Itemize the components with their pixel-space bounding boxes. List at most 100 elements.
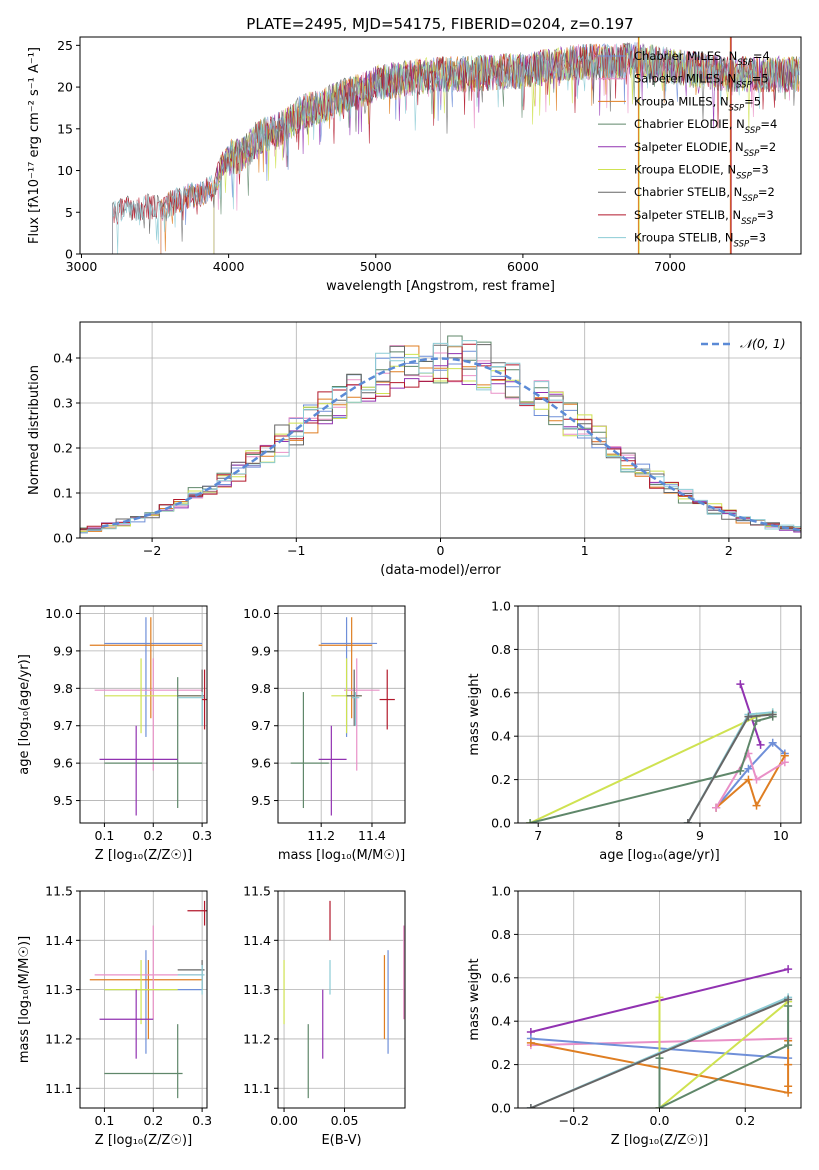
- legend-label: Kroupa STELIB, NSSP=3: [634, 231, 766, 250]
- y-tick-label: 5: [65, 205, 73, 220]
- legend-label: Salpeter MILES, NSSP=5: [634, 72, 769, 91]
- x-tick-label: 0.3: [192, 1113, 212, 1128]
- y-tick-label: 0.6: [491, 970, 511, 985]
- x-axis-label: age [log₁₀(age/yr)]: [599, 848, 720, 863]
- axes-border: [79, 890, 208, 1109]
- y-tick-label: 11.1: [45, 1081, 73, 1096]
- spectrum-line: [160, 42, 800, 254]
- y-tick-label: 15: [57, 121, 73, 136]
- grid-lines: [278, 890, 405, 1108]
- x-axis-label: wavelength [Angstrom, rest frame]: [326, 279, 555, 294]
- axes-frame: −2 −1 0 1 2 0.0 0.1 0.2 0.3 0.4 (data-model)/error…: [27, 321, 802, 578]
- y-axis-label: mass weight: [467, 673, 482, 755]
- normal-curve: [101, 357, 801, 532]
- mass-vs-metallicity-panel: 0.1 0.2 0.3 11.1 11.2 11.3 11.4 11.5 Z [log₁₀(Z/…: [17, 884, 212, 1149]
- x-axis-label: Z [log₁₀(Z/Z☉)]: [611, 1133, 708, 1148]
- y-tick-label: 0.6: [491, 685, 511, 700]
- y-tick-label: 0.0: [53, 531, 73, 546]
- y-tick-label: 11.1: [243, 1081, 271, 1096]
- legend: Chabrier MILES, NSSP=4 Salpeter MILES, NS…: [598, 49, 777, 250]
- y-tick-label: 9.8: [53, 681, 73, 696]
- y-tick-label: 9.7: [251, 718, 271, 733]
- grid-lines: [278, 606, 405, 823]
- weight-marker: [784, 995, 793, 1004]
- weight-line: [529, 715, 773, 823]
- weight-marker: [736, 680, 745, 689]
- weight-marker: [768, 710, 777, 719]
- mass-vs-ebv-panel: 0.00 0.05 11.1 11.2 11.3 11.4 11.5 E(B-V): [243, 884, 406, 1148]
- weight-marker: [526, 819, 535, 823]
- y-tick-label: 9.9: [251, 643, 271, 658]
- x-tick-label: 10: [773, 828, 789, 843]
- y-tick-label: 11.5: [243, 884, 271, 899]
- x-tick-label: 0.05: [331, 1113, 359, 1128]
- legend-label: Salpeter ELODIE, NSSP=2: [634, 140, 776, 159]
- weight-marker: [744, 712, 753, 721]
- weight-marker: [752, 801, 761, 810]
- y-tick-label: 0.0: [491, 1101, 511, 1116]
- y-tick-label: 11.3: [45, 982, 73, 997]
- x-tick-label: 1: [581, 543, 589, 558]
- weight-marker: [683, 819, 692, 823]
- y-tick-label: 11.2: [243, 1031, 271, 1046]
- y-tick-label: 11.3: [243, 982, 271, 997]
- x-tick-label: 5000: [360, 259, 392, 274]
- plot-area: [526, 965, 793, 1108]
- axes-border: [277, 890, 406, 1109]
- x-tick-label: 0.3: [192, 828, 212, 843]
- weight-marker: [526, 1104, 535, 1108]
- histogram-step: [80, 345, 801, 532]
- weight-vs-age-panel: 7 8 9 10 0.0 0.2 0.4 0.6 0.8 1.0 age [log₁₀(age/yr…: [467, 599, 802, 863]
- y-tick-label: 0.4: [491, 1014, 511, 1029]
- weight-marker: [655, 1104, 664, 1108]
- legend: 𝒩(0, 1): [701, 336, 786, 351]
- y-tick-label: 11.4: [243, 933, 271, 948]
- x-tick-label: −2: [143, 543, 161, 558]
- axes-frame: 0.1 0.2 0.3 11.1 11.2 11.3 11.4 11.5 Z [log₁₀(Z/…: [17, 884, 212, 1149]
- x-tick-label: 4000: [213, 259, 245, 274]
- y-tick-label: 20: [57, 80, 73, 95]
- x-tick-label: 6000: [507, 259, 539, 274]
- age-vs-metallicity-panel: 0.1 0.2 0.3 9.5 9.6 9.7 9.8 9.9 10.0 Z [log₁₀(Z/Z…: [17, 605, 212, 863]
- legend-label: Chabrier ELODIE, NSSP=4: [634, 117, 777, 136]
- legend-label: Chabrier MILES, NSSP=4: [634, 49, 770, 68]
- y-tick-label: 10.0: [243, 606, 271, 621]
- weight-marker: [655, 1054, 664, 1063]
- y-tick-label: 9.8: [251, 681, 271, 696]
- y-tick-label: 9.6: [53, 756, 73, 771]
- residual-histogram-panel: −2 −1 0 1 2 0.0 0.1 0.2 0.3 0.4 (data-model)/error…: [27, 321, 802, 578]
- y-tick-label: 9.5: [53, 793, 73, 808]
- weight-marker: [784, 1041, 793, 1050]
- x-tick-label: 8: [615, 828, 623, 843]
- x-tick-label: 0.1: [94, 1113, 114, 1128]
- legend-label: 𝒩(0, 1): [740, 336, 786, 351]
- legend-label: Chabrier STELIB, NSSP=2: [634, 185, 775, 204]
- weight-line: [658, 1006, 790, 1108]
- x-axis-label: mass [log₁₀(M/M☉)]: [278, 848, 405, 863]
- y-tick-label: 1.0: [491, 599, 511, 614]
- weight-marker: [780, 758, 789, 767]
- y-tick-label: 9.9: [53, 643, 73, 658]
- y-tick-label: 0.4: [53, 351, 73, 366]
- legend-label: Kroupa MILES, NSSP=5: [634, 94, 761, 113]
- axes-frame: 11.2 11.4 9.5 9.6 9.7 9.8 9.9 10.0 mass [log₁₀(M…: [243, 605, 406, 863]
- plot-area: [526, 680, 789, 823]
- x-axis-label: Z [log₁₀(Z/Z☉)]: [95, 848, 192, 863]
- weight-marker: [784, 1082, 793, 1091]
- y-tick-label: 0.4: [491, 729, 511, 744]
- weight-marker: [744, 764, 753, 773]
- x-axis-label: E(B-V): [321, 1133, 361, 1148]
- plot-area: [80, 335, 801, 534]
- weight-marker: [784, 965, 793, 974]
- y-tick-label: 0.3: [53, 396, 73, 411]
- x-tick-label: 0.1: [94, 828, 114, 843]
- spectrum-panel: 3000 4000 5000 6000 7000 0 5 10 15 20 25 wavelength…: [27, 36, 802, 294]
- x-tick-label: 11.2: [307, 828, 335, 843]
- weight-marker: [752, 775, 761, 784]
- plot-area: [283, 900, 405, 1099]
- x-axis-label: (data-model)/error: [380, 563, 501, 578]
- x-tick-label: 0.2: [735, 1113, 755, 1128]
- histogram-step: [80, 343, 801, 530]
- x-tick-label: 0.0: [650, 1113, 670, 1128]
